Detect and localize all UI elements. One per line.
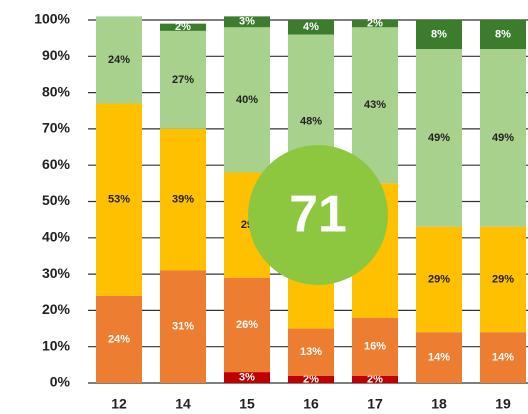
data-label: 2% xyxy=(175,21,191,33)
data-label: 48% xyxy=(300,116,322,128)
data-label: 53% xyxy=(108,194,130,206)
data-label: 24% xyxy=(108,54,130,66)
data-label: 29% xyxy=(492,273,514,285)
data-label: 29% xyxy=(428,273,450,285)
bar-segment xyxy=(480,332,526,383)
bar-segment xyxy=(224,27,270,173)
y-tick-label: 100% xyxy=(34,11,70,27)
y-tick-label: 10% xyxy=(42,337,71,353)
bar-segment xyxy=(352,375,398,383)
bar-segment xyxy=(352,317,398,376)
x-tick-label: 17 xyxy=(367,396,383,412)
x-tick-label: 12 xyxy=(111,396,127,412)
data-label: 2% xyxy=(367,373,383,385)
bar-segment xyxy=(96,16,142,104)
bar-segment xyxy=(416,226,462,333)
data-label: 16% xyxy=(364,341,386,353)
bar-segment xyxy=(288,20,334,35)
data-label: 14% xyxy=(492,351,514,363)
x-tick-label: 18 xyxy=(431,396,447,412)
data-label: 14% xyxy=(428,351,450,363)
data-label: 31% xyxy=(172,321,194,333)
data-label: 49% xyxy=(428,132,450,144)
bar-segment xyxy=(160,23,206,31)
data-label: 26% xyxy=(236,319,258,331)
bar-segment xyxy=(96,295,142,383)
x-tick-label: 19 xyxy=(495,396,511,412)
data-label: 27% xyxy=(172,74,194,86)
data-label: 39% xyxy=(172,194,194,206)
data-label: 3% xyxy=(239,371,255,383)
bar-segment xyxy=(288,375,334,383)
y-tick-label: 60% xyxy=(42,156,71,172)
bar-segment xyxy=(480,49,526,227)
bar-segment xyxy=(224,16,270,28)
y-tick-label: 70% xyxy=(42,120,71,136)
bar-segment xyxy=(224,277,270,373)
data-label: 2% xyxy=(367,18,383,30)
data-label: 8% xyxy=(431,28,447,40)
data-label: 2% xyxy=(303,373,319,385)
bar-segment xyxy=(160,270,206,383)
bar-segment xyxy=(224,372,270,383)
data-label: 4% xyxy=(303,21,319,33)
bar-segment xyxy=(96,103,142,296)
y-tick-label: 90% xyxy=(42,47,71,63)
bar-segment xyxy=(416,49,462,227)
y-tick-label: 20% xyxy=(42,301,71,317)
y-tick-label: 30% xyxy=(42,265,71,281)
data-label: 49% xyxy=(492,132,514,144)
y-tick-label: 50% xyxy=(42,192,71,208)
bar-segment xyxy=(160,30,206,129)
data-label: 3% xyxy=(239,16,255,28)
data-label: 13% xyxy=(300,346,322,358)
score-badge xyxy=(248,145,388,285)
y-tick-label: 0% xyxy=(50,374,71,390)
y-tick-label: 80% xyxy=(42,83,71,99)
data-label: 43% xyxy=(364,99,386,111)
data-label: 24% xyxy=(108,333,130,345)
bar-segment xyxy=(480,20,526,50)
score-text: 71 xyxy=(289,186,347,244)
x-tick-label: 15 xyxy=(239,396,255,412)
bar-segment xyxy=(352,27,398,184)
bar-segment xyxy=(416,332,462,383)
bar-segment xyxy=(352,20,398,28)
x-tick-label: 14 xyxy=(175,396,191,412)
bar-segment xyxy=(288,328,334,376)
x-tick-label: 16 xyxy=(303,396,319,412)
y-tick-label: 40% xyxy=(42,229,71,245)
bar-segment xyxy=(160,128,206,271)
bar-segment xyxy=(480,226,526,333)
data-label: 40% xyxy=(236,94,258,106)
bar-segment xyxy=(416,20,462,50)
data-label: 8% xyxy=(495,28,511,40)
